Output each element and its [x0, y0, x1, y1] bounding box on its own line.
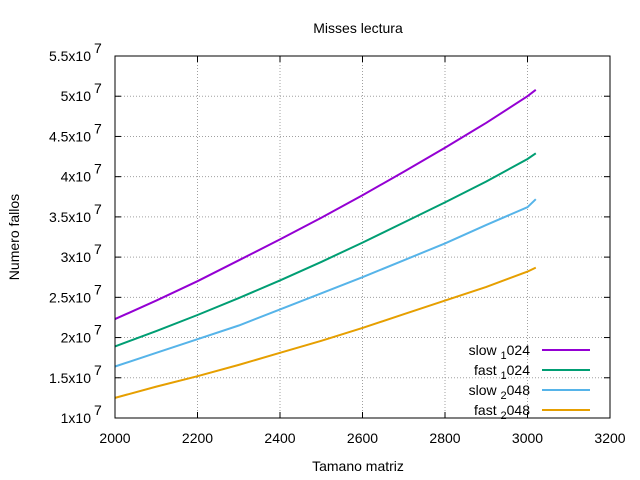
x-axis-label: Tamano matriz — [312, 458, 404, 474]
y-tick-exponent: 7 — [94, 80, 102, 96]
legend-label: slow 2048 — [469, 382, 531, 402]
y-tick-label: 4.5x10 — [49, 128, 91, 144]
x-tick-label: 2200 — [182, 430, 213, 446]
grid — [115, 56, 610, 418]
legend-entry: fast 1024 — [474, 362, 590, 382]
axis-ticks — [114, 55, 611, 419]
y-tick-exponent: 7 — [94, 201, 102, 217]
series-line-fast-2048 — [114, 266, 537, 399]
x-tick-label: 2800 — [429, 430, 460, 446]
series-line-slow-2048 — [114, 198, 537, 368]
y-tick-label: 2x10 — [61, 330, 92, 346]
x-tick-labels: 2000 2200 2400 2600 2800 3000 3200 — [99, 430, 625, 446]
y-axis-label: Numero fallos — [6, 194, 22, 280]
y-tick-label: 1x10 — [61, 410, 92, 426]
y-tick-exponent: 7 — [94, 322, 102, 338]
x-tick-label: 2600 — [347, 430, 378, 446]
legend-entry: fast 2048 — [474, 402, 590, 422]
y-tick-exponent: 7 — [94, 402, 102, 418]
legend-label: fast 1024 — [474, 362, 530, 382]
chart-title: Misses lectura — [313, 20, 403, 36]
x-tick-label: 3200 — [594, 430, 625, 446]
y-tick-label: 3.5x10 — [49, 209, 91, 225]
y-tick-exponent: 7 — [94, 362, 102, 378]
y-tick-exponent: 7 — [94, 161, 102, 177]
series-line-fast-1024 — [114, 152, 537, 348]
series-lines — [114, 89, 537, 399]
x-tick-label: 3000 — [512, 430, 543, 446]
legend-entry: slow 1024 — [469, 342, 590, 362]
y-tick-label: 3x10 — [61, 249, 92, 265]
y-tick-exponent: 7 — [94, 281, 102, 297]
y-tick-label: 1.5x10 — [49, 370, 91, 386]
x-tick-label: 2000 — [99, 430, 130, 446]
x-tick-label: 2400 — [264, 430, 295, 446]
legend-entry: slow 2048 — [469, 382, 590, 402]
y-tick-label: 5x10 — [61, 88, 92, 104]
y-tick-label: 2.5x10 — [49, 289, 91, 305]
y-tick-exponent: 7 — [94, 40, 102, 56]
legend-label: fast 2048 — [474, 402, 530, 422]
y-tick-exponent: 7 — [94, 241, 102, 257]
y-tick-exponent: 7 — [94, 120, 102, 136]
series-line-slow-1024 — [114, 89, 537, 321]
y-tick-label: 5.5x10 — [49, 48, 91, 64]
legend-label: slow 1024 — [469, 342, 531, 362]
y-tick-label: 4x10 — [61, 169, 92, 185]
